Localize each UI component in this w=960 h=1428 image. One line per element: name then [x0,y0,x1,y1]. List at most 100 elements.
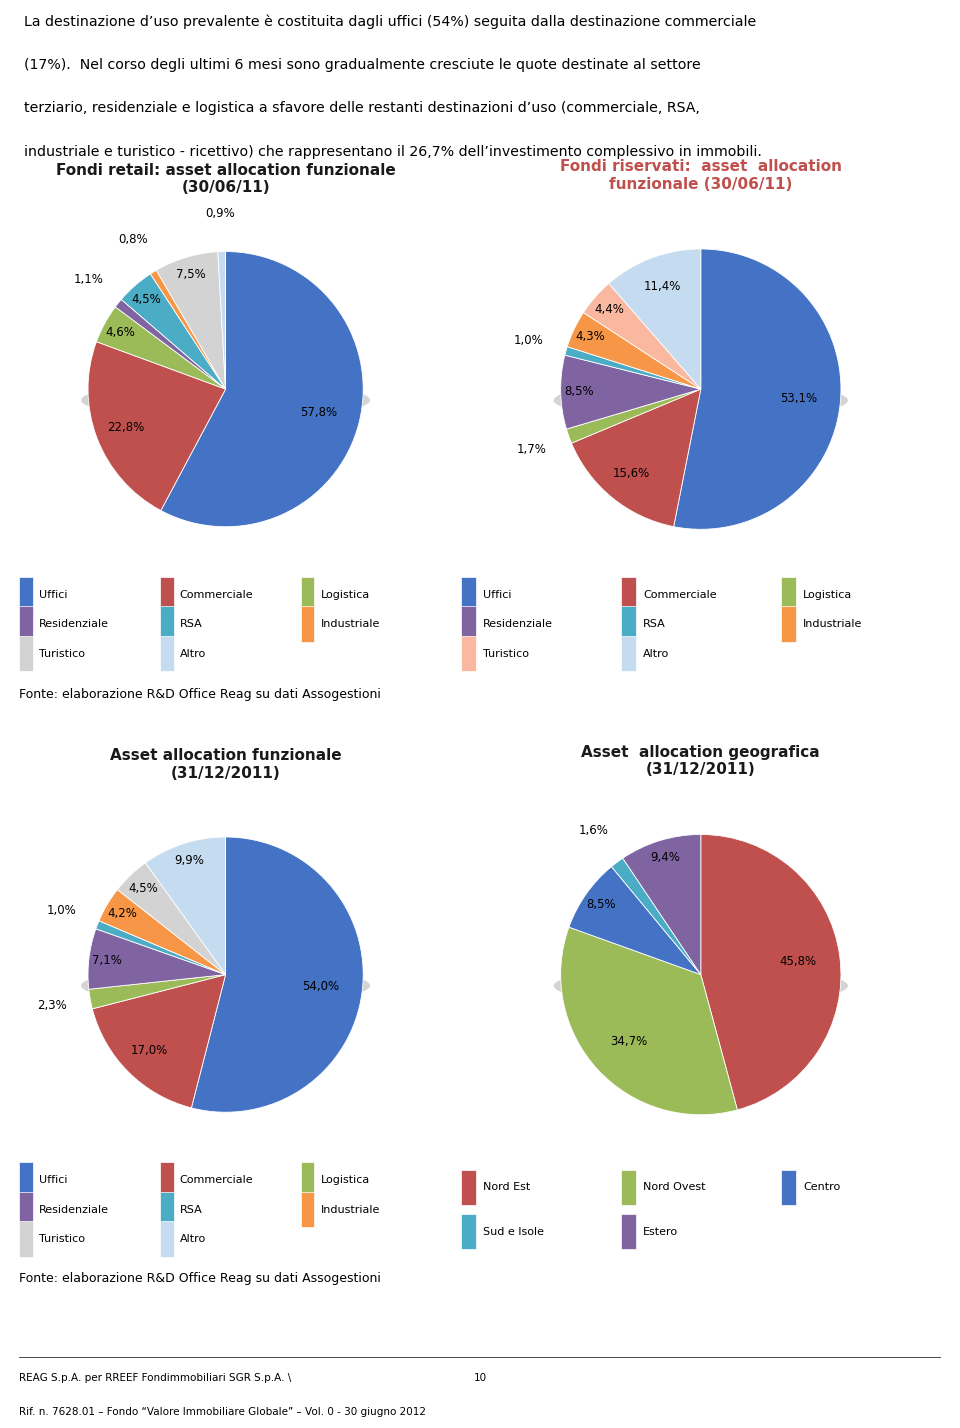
Bar [461,1214,476,1250]
Text: 10: 10 [473,1372,487,1384]
Wedge shape [96,921,226,974]
Text: Turistico: Turistico [39,648,85,658]
Bar [621,577,636,613]
Text: 0,9%: 0,9% [205,207,235,220]
Bar [461,1170,476,1205]
Text: RSA: RSA [643,618,666,630]
Text: Commerciale: Commerciale [180,1175,253,1185]
Bar [160,635,174,671]
Bar [19,607,33,641]
Ellipse shape [81,967,370,1005]
Text: RSA: RSA [180,1204,203,1215]
Text: 4,4%: 4,4% [594,303,624,316]
Bar [300,1192,314,1227]
Bar [160,1192,174,1227]
Text: 54,0%: 54,0% [302,980,340,994]
Text: Turistico: Turistico [483,648,529,658]
Bar [19,1162,33,1198]
Text: Residenziale: Residenziale [39,1204,109,1215]
Text: 4,6%: 4,6% [106,326,135,338]
Bar [160,1221,174,1257]
Bar [780,1170,796,1205]
Bar [19,1192,33,1227]
Wedge shape [117,863,226,974]
Wedge shape [612,858,701,974]
Wedge shape [88,341,226,511]
Text: 9,4%: 9,4% [650,851,681,864]
Text: 22,8%: 22,8% [107,421,144,434]
Text: 8,5%: 8,5% [587,898,616,911]
Bar [160,1162,174,1198]
Wedge shape [701,834,841,1110]
Text: Residenziale: Residenziale [483,618,553,630]
Text: 34,7%: 34,7% [610,1035,647,1048]
Wedge shape [88,974,226,1008]
Bar [621,635,636,671]
Text: 1,7%: 1,7% [516,443,547,456]
Text: 11,4%: 11,4% [644,280,682,293]
Text: 7,5%: 7,5% [177,268,206,281]
Bar [780,577,796,613]
Bar [780,607,796,641]
Wedge shape [561,356,701,428]
Bar [300,577,314,613]
Bar [461,607,476,641]
Text: Rif. n. 7628.01 – Fondo “Valore Immobiliare Globale” – Vol. 0 - 30 giugno 2012: Rif. n. 7628.01 – Fondo “Valore Immobili… [19,1407,426,1418]
Bar [461,577,476,613]
Wedge shape [674,248,841,530]
Wedge shape [156,251,226,390]
Wedge shape [99,890,226,974]
Text: Logistica: Logistica [321,590,370,600]
Text: Commerciale: Commerciale [643,590,717,600]
Text: 0,8%: 0,8% [118,233,148,246]
Text: Uffici: Uffici [39,590,67,600]
Text: (17%).  Nel corso degli ultimi 6 mesi sono gradualmente cresciute le quote desti: (17%). Nel corso degli ultimi 6 mesi son… [24,57,701,71]
Bar [621,1214,636,1250]
Ellipse shape [554,967,848,1005]
Bar [19,577,33,613]
Text: 57,8%: 57,8% [300,406,338,418]
Text: Nord Est: Nord Est [483,1182,531,1192]
Text: Sud e Isole: Sud e Isole [483,1227,544,1237]
Text: Logistica: Logistica [804,590,852,600]
Text: 2,3%: 2,3% [37,1000,67,1012]
Text: Turistico: Turistico [39,1234,85,1244]
Bar [160,607,174,641]
Text: Centro: Centro [804,1182,841,1192]
Bar [461,635,476,671]
Bar [160,577,174,613]
Wedge shape [145,837,226,974]
Text: 17,0%: 17,0% [132,1044,168,1057]
Wedge shape [161,251,363,527]
Text: 1,0%: 1,0% [514,334,543,347]
Wedge shape [218,251,226,390]
Text: Fonte: elaborazione R&D Office Reag su dati Assogestioni: Fonte: elaborazione R&D Office Reag su d… [19,1271,381,1285]
Text: 1,6%: 1,6% [579,824,609,837]
Text: Residenziale: Residenziale [39,618,109,630]
Text: Industriale: Industriale [321,1204,380,1215]
Wedge shape [609,248,701,390]
Wedge shape [569,867,701,974]
Text: 1,0%: 1,0% [47,904,76,917]
Text: Logistica: Logistica [321,1175,370,1185]
Wedge shape [566,390,701,443]
Text: Estero: Estero [643,1227,679,1237]
Bar [621,607,636,641]
Text: 4,5%: 4,5% [132,293,161,306]
Text: 8,5%: 8,5% [564,386,593,398]
Wedge shape [567,313,701,390]
Wedge shape [564,347,701,390]
Text: Nord Ovest: Nord Ovest [643,1182,706,1192]
Bar [300,1162,314,1198]
Wedge shape [561,927,737,1115]
Wedge shape [623,834,701,974]
Text: Industriale: Industriale [804,618,863,630]
Wedge shape [92,974,226,1108]
Text: 1,1%: 1,1% [73,273,103,286]
Wedge shape [571,390,701,527]
Text: 53,1%: 53,1% [780,393,817,406]
Text: Commerciale: Commerciale [180,590,253,600]
Text: Altro: Altro [180,1234,206,1244]
Title: Asset  allocation geografica
(31/12/2011): Asset allocation geografica (31/12/2011) [582,745,820,777]
Ellipse shape [81,381,370,420]
